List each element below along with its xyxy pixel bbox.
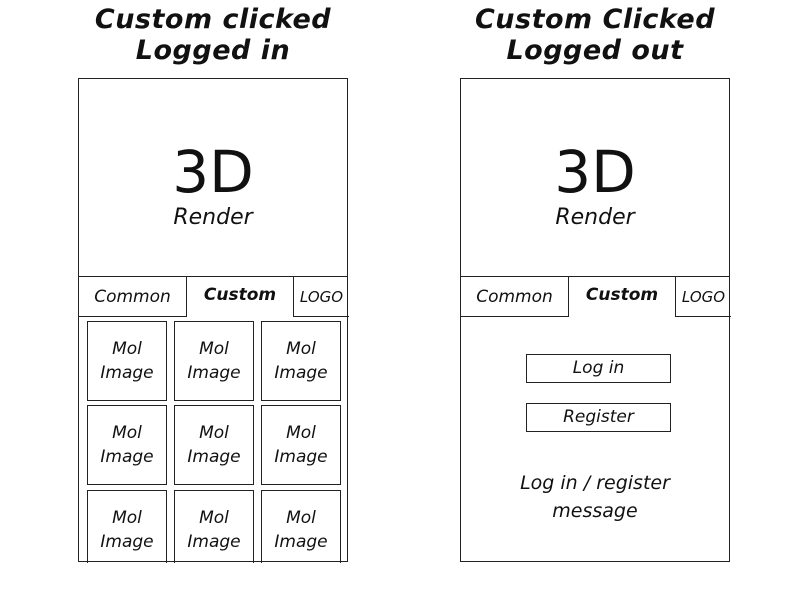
- mol-image-tile[interactable]: Mol Image: [87, 405, 167, 485]
- mol-image-tile[interactable]: Mol Image: [261, 405, 341, 485]
- left-render-subtitle: Render: [173, 205, 253, 230]
- tile-label: Mol: [112, 423, 142, 443]
- register-button[interactable]: Register: [526, 403, 671, 432]
- tile-label: Image: [274, 532, 328, 552]
- tile-label: Mol: [286, 423, 316, 443]
- message-line1: Log in / register: [520, 472, 670, 494]
- tile-label: Mol: [199, 339, 229, 359]
- mol-image-tile[interactable]: Mol Image: [261, 321, 341, 401]
- mol-image-tile[interactable]: Mol Image: [87, 321, 167, 401]
- tile-label: Image: [100, 447, 154, 467]
- tile-label: Mol: [199, 423, 229, 443]
- mol-image-tile[interactable]: Mol Image: [174, 405, 254, 485]
- left-heading-line2: Logged in: [135, 35, 291, 66]
- left-tab-bar: Common Custom LOGO: [79, 277, 349, 317]
- right-render-title: 3D: [554, 138, 636, 206]
- mol-image-tile[interactable]: Mol Image: [261, 490, 341, 563]
- tile-label: Image: [274, 363, 328, 383]
- mol-image-grid: Mol Image Mol Image Mol Image Mol Image …: [85, 321, 343, 563]
- message-line2: message: [552, 500, 638, 522]
- tile-label: Image: [100, 532, 154, 552]
- tile-label: Image: [187, 447, 241, 467]
- left-tab-common[interactable]: Common: [79, 277, 187, 317]
- right-heading: Custom Clicked Logged out: [460, 4, 730, 66]
- tile-label: Mol: [112, 508, 142, 528]
- left-heading: Custom clicked Logged in: [78, 4, 348, 66]
- login-register-message: Log in / register message: [461, 469, 729, 525]
- right-heading-line1: Custom Clicked: [474, 4, 716, 35]
- mol-image-tile[interactable]: Mol Image: [174, 490, 254, 563]
- left-render-area: 3D Render: [79, 79, 347, 277]
- left-tab-custom[interactable]: Custom: [203, 285, 277, 305]
- right-heading-line2: Logged out: [506, 35, 684, 66]
- tile-label: Image: [187, 363, 241, 383]
- left-tab-logo[interactable]: LOGO: [293, 277, 349, 317]
- tile-label: Mol: [286, 339, 316, 359]
- mol-image-tile[interactable]: Mol Image: [87, 490, 167, 563]
- right-tab-logo[interactable]: LOGO: [675, 277, 731, 317]
- right-phone-frame: 3D Render Common Custom LOGO Log in Regi…: [460, 78, 731, 562]
- left-phone-frame: 3D Render Common Custom LOGO Mol Image M…: [78, 78, 349, 563]
- tile-label: Mol: [112, 339, 142, 359]
- mol-image-tile[interactable]: Mol Image: [174, 321, 254, 401]
- right-render-subtitle: Render: [555, 205, 635, 230]
- tile-label: Mol: [199, 508, 229, 528]
- right-tab-common[interactable]: Common: [461, 277, 569, 317]
- tile-label: Image: [100, 363, 154, 383]
- right-render-area: 3D Render: [461, 79, 729, 277]
- tile-label: Image: [187, 532, 241, 552]
- left-heading-line1: Custom clicked: [94, 4, 332, 35]
- tile-label: Image: [274, 447, 328, 467]
- left-render-title: 3D: [172, 138, 254, 206]
- login-button[interactable]: Log in: [526, 354, 671, 383]
- tile-label: Mol: [286, 508, 316, 528]
- right-tab-bar: Common Custom LOGO: [461, 277, 731, 317]
- right-tab-custom[interactable]: Custom: [585, 285, 659, 305]
